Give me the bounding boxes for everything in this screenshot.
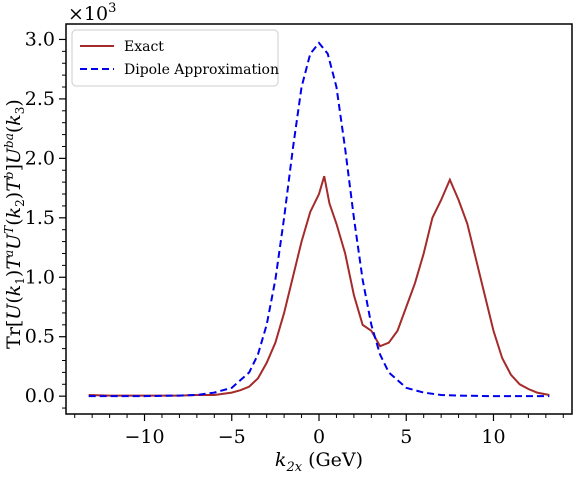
series-line-2: [88, 41, 550, 398]
y-tick-label: 1.5: [25, 207, 55, 229]
y-tick-label: 2.0: [25, 147, 55, 169]
y-multiplier-label: ×103: [68, 1, 116, 25]
y-axis-label: Tr[U(k1)TaUT(k2)Tb]Uba(k3): [2, 99, 27, 349]
ticks-layer: −10 −5 0 5 10 0.0 0.5 1.0 1.5 2.0 2.5 3.0: [25, 28, 564, 448]
x-tick-label: −5: [218, 426, 246, 448]
x-tick-label: −10: [124, 426, 164, 448]
legend-box: [71, 29, 279, 87]
x-tick-label: 10: [481, 426, 505, 448]
series-layer: [88, 41, 550, 398]
y-tick-label: 1.0: [25, 266, 55, 288]
y-tick-label: 3.0: [25, 28, 55, 50]
x-tick-label: 0: [313, 426, 325, 448]
x-axis-label: k2x (GeV): [275, 449, 363, 475]
plot-frame: [65, 23, 573, 415]
legend-label-2: Dipole Approximation: [124, 62, 279, 78]
y-tick-label: 0.5: [25, 326, 55, 348]
legend-label-1: Exact: [124, 39, 164, 55]
x-tick-label: 5: [400, 426, 412, 448]
series-line-1: [88, 175, 550, 397]
y-tick-label: 0.0: [25, 385, 55, 407]
y-tick-label: 2.5: [25, 88, 55, 110]
legend: Exact Dipole Approximation: [71, 29, 279, 87]
